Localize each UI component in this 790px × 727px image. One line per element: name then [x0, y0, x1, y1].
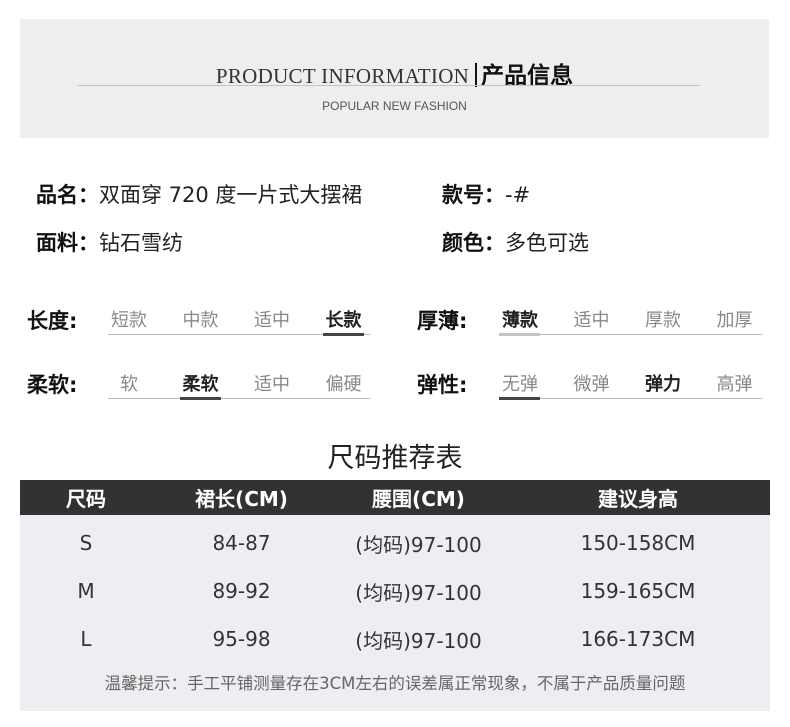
table-cell: S [79, 531, 93, 555]
info-color: 颜色：多色可选 [442, 227, 589, 257]
info-fabric: 面料：钻石雪纺 [36, 227, 183, 257]
title-cn: 产品信息 [481, 63, 574, 89]
note: 温馨提示：手工平铺测量存在3CM左右的误差属正常现象，不属于产品质量问题 [104, 674, 686, 693]
header-cell: 建议身高 [598, 487, 678, 511]
header-cell: 腰围(CM) [372, 487, 465, 511]
attribute-label: 弹性: [417, 373, 468, 397]
attribute-option: 适中 [573, 310, 610, 331]
scale-track [499, 334, 762, 335]
attribute-option: 适中 [254, 374, 290, 395]
attribute-option: 适中 [254, 310, 290, 331]
table-row: M 89-92 (均码)97-100 159-165CM [20, 567, 770, 615]
divider [475, 63, 478, 87]
divider [77, 85, 700, 86]
title-en: PRODUCT INFORMATION [215, 64, 470, 88]
info-key: 面料： [36, 231, 99, 255]
attribute-label: 厚薄: [417, 309, 468, 333]
table-cell: 159-165CM [580, 579, 696, 603]
header-cell: 尺码 [66, 487, 106, 511]
attribute-option: 无弹 [502, 374, 538, 395]
attribute-option: 偏硬 [325, 374, 362, 395]
table-cell: M [77, 579, 95, 603]
table-header: 尺码 裙长(CM) 腰围(CM) 建议身高 [20, 480, 770, 515]
table-cell: 166-173CM [580, 627, 696, 651]
table-cell: 84-87 [212, 531, 271, 555]
attribute-label: 长度: [27, 309, 78, 333]
table-cell: (均码)97-100 [355, 628, 482, 653]
table-cell: (均码)97-100 [355, 580, 482, 605]
attribute-option: 微弹 [573, 374, 610, 395]
attribute-option: 软 [120, 374, 138, 395]
table-body: S 84-87 (均码)97-100 150-158CM M 89-92 (均码)97-10… [20, 515, 770, 663]
attribute-option: 短款 [111, 310, 147, 331]
subtitle: POPULAR NEW FASHION [322, 99, 467, 113]
info-value: 钻石雪纺 [99, 231, 183, 255]
info-value: -# [505, 183, 531, 207]
scale-track [499, 398, 762, 399]
info-key: 品名： [36, 183, 99, 207]
attribute-option: 弹力 [645, 374, 681, 395]
attribute-option: 柔软 [182, 374, 219, 395]
header-cell: 裙长(CM) [195, 487, 288, 511]
page-title: PRODUCT INFORMATION 产品信息 [20, 63, 769, 89]
attribute-option: 长款 [325, 310, 362, 331]
info-value: 多色可选 [505, 231, 589, 255]
selected-marker [499, 333, 540, 336]
table-row: S 84-87 (均码)97-100 150-158CM [20, 519, 770, 567]
info-name: 品名：双面穿 720 度一片式大摆裙 [36, 179, 362, 209]
attribute-option: 加厚 [716, 310, 753, 331]
attribute-label: 柔软: [27, 373, 78, 397]
table-cell: (均码)97-100 [355, 532, 482, 557]
table-cell: 89-92 [212, 579, 271, 603]
table-row: L 95-98 (均码)97-100 166-173CM [20, 615, 770, 663]
table-cell: L [80, 627, 92, 651]
attribute-option: 中款 [182, 310, 219, 331]
selected-marker [322, 333, 364, 336]
selected-marker [499, 397, 540, 400]
attribute-option: 薄款 [502, 310, 538, 331]
table-cell: 150-158CM [580, 531, 696, 555]
attribute-option: 厚款 [645, 310, 681, 331]
scale-track [108, 334, 370, 335]
info-key: 颜色： [442, 231, 505, 255]
scale-track [108, 398, 370, 399]
selected-marker [179, 397, 221, 400]
attribute-option: 高弹 [716, 374, 753, 395]
table-cell: 95-98 [212, 627, 271, 651]
header-banner: PRODUCT INFORMATION 产品信息 POPULAR NEW FASH… [20, 19, 769, 138]
size-table: 尺码 裙长(CM) 腰围(CM) 建议身高 S 84-87 (均码)97-100 15… [20, 480, 770, 711]
size-table-title: 尺码推荐表 [327, 443, 463, 474]
info-value: 双面穿 720 度一片式大摆裙 [99, 183, 363, 207]
info-style-no: 款号：-# [442, 179, 530, 209]
info-key: 款号： [442, 183, 505, 207]
